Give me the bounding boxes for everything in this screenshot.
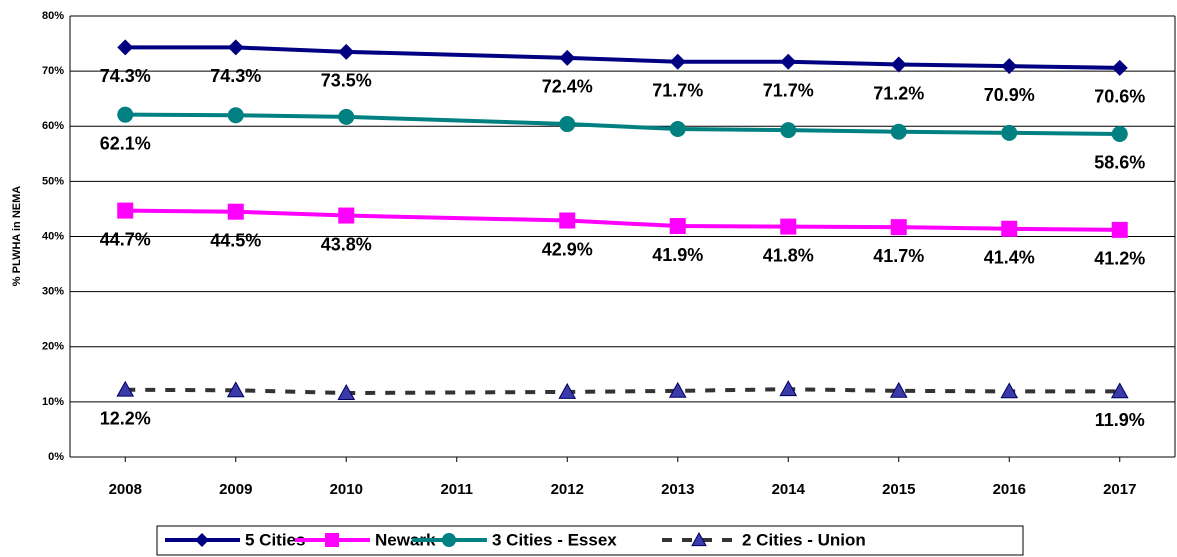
data-label: 11.9% [1095,410,1145,430]
data-point [1111,59,1128,76]
data-label: 41.2% [1094,249,1145,269]
x-tick-label: 2016 [993,481,1026,498]
x-tick-label: 2011 [440,481,473,498]
data-label: 43.8% [321,234,372,254]
data-label: 74.3% [210,66,261,86]
data-label: 12.2% [100,408,151,428]
data-point [559,212,576,229]
data-point [227,107,244,124]
data-point [669,121,686,138]
data-point [117,106,134,123]
series-line [125,387,1120,396]
x-tick-label: 2012 [551,481,584,498]
data-label: 41.8% [763,245,814,265]
x-tick-label: 2008 [109,481,142,498]
y-tick-label: 40% [42,230,64,242]
data-label: 41.9% [652,245,703,265]
data-label: 73.5% [321,71,372,91]
data-point [559,49,576,66]
data-label: 71.7% [763,81,814,101]
data-point [117,202,134,219]
data-point [1111,221,1128,238]
x-tick-label: 2009 [219,481,252,498]
data-label: 41.7% [873,246,924,266]
data-point [117,39,134,56]
x-tick-label: 2017 [1103,481,1136,498]
data-point [669,218,686,235]
y-tick-label: 0% [48,451,64,463]
data-point [780,218,797,235]
data-point [780,122,797,139]
legend-marker [195,533,209,547]
data-point [890,219,907,236]
data-point [668,381,687,398]
legend-marker [442,533,456,547]
data-point [890,56,907,73]
y-tick-label: 60% [42,120,64,132]
series-line [125,208,1120,232]
y-axis-label: % PLWHA in NEMA [11,186,23,286]
data-label: 44.5% [210,230,261,250]
data-point [1110,382,1129,399]
data-label: 74.3% [100,66,151,86]
data-point [779,380,798,397]
data-point [559,116,576,133]
legend-marker [325,533,339,547]
data-point [558,382,577,399]
data-label: 70.6% [1094,87,1145,107]
data-label: 70.9% [984,85,1035,105]
legend-label: 5 Cities [245,530,305,549]
data-label: 42.9% [542,239,593,259]
legend-marker [691,531,707,547]
data-label: 58.6% [1094,153,1145,173]
data-point [338,43,355,60]
data-point [338,207,355,224]
legend-label: Newark [375,530,436,549]
y-tick-label: 70% [42,65,64,77]
data-point [226,381,245,398]
data-point [780,53,797,70]
y-tick-label: 80% [42,10,64,22]
data-label: 44.7% [100,229,151,249]
data-point [1111,125,1128,142]
y-tick-label: 50% [42,175,64,187]
data-point [227,203,244,220]
data-point [1001,58,1018,75]
data-point [890,123,907,140]
y-tick-label: 30% [42,286,64,298]
data-point [889,381,908,398]
data-label: 71.7% [652,81,703,101]
x-tick-label: 2010 [330,481,363,498]
data-point [1001,220,1018,237]
x-tick-label: 2013 [661,481,694,498]
data-point [116,380,135,397]
data-label: 71.2% [873,83,924,103]
data-point [227,39,244,56]
data-label: 62.1% [100,133,151,153]
data-point [338,108,355,125]
legend-label: 3 Cities - Essex [492,530,617,549]
data-point [337,384,356,400]
series-line [125,112,1120,136]
data-point [1001,124,1018,141]
x-tick-label: 2014 [772,481,806,498]
x-tick-label: 2015 [882,481,915,498]
series-line [125,45,1120,70]
y-tick-label: 20% [42,341,64,353]
data-point [669,53,686,70]
data-label: 41.4% [984,248,1035,268]
legend-label: 2 Cities - Union [742,530,866,549]
data-label: 72.4% [542,77,593,97]
data-point [1000,382,1019,399]
y-tick-label: 10% [42,396,64,408]
